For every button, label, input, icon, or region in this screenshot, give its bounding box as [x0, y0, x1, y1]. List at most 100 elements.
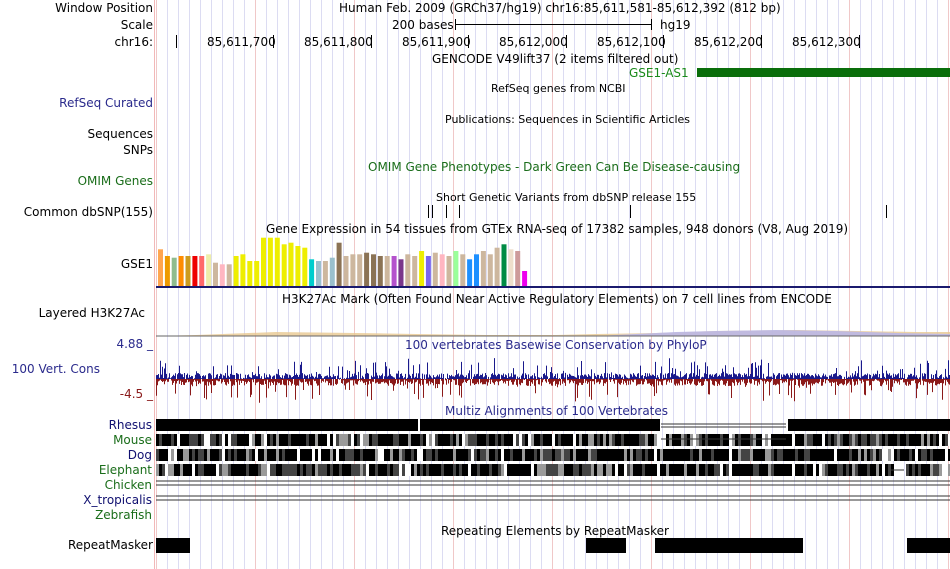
gencode-track-title[interactable]: GENCODE V49lift37 (2 items filtered out)	[432, 52, 679, 66]
gtex-tissue-bar[interactable]	[199, 256, 205, 286]
gtex-tissue-bar[interactable]	[357, 254, 363, 286]
gtex-tissue-bar[interactable]	[233, 256, 239, 286]
gtex-tissue-bar[interactable]	[336, 242, 342, 286]
omim-track-title[interactable]: OMIM Gene Phenotypes - Dark Green Can Be…	[368, 160, 741, 174]
gtex-tissue-bar[interactable]	[343, 256, 349, 286]
publications-label-sequences[interactable]: Sequences	[87, 127, 153, 141]
gtex-tissue-bar[interactable]	[226, 264, 232, 286]
conservation-track-title[interactable]: 100 vertebrates Basewise Conservation by…	[405, 338, 707, 352]
conservation-track-label[interactable]: 100 Vert. Cons	[11, 362, 100, 376]
gtex-tissue-bar[interactable]	[522, 271, 528, 286]
gtex-tissue-bar[interactable]	[446, 256, 452, 286]
species-label-dog[interactable]: Dog	[127, 448, 152, 462]
multiz-track-title[interactable]: Multiz Alignments of 100 Vertebrates	[445, 404, 669, 418]
omim-track-label[interactable]: OMIM Genes	[77, 174, 153, 188]
gtex-tissue-bar[interactable]	[309, 259, 315, 286]
gtex-tissue-bar[interactable]	[494, 247, 500, 286]
h3k27ac-signal[interactable]	[156, 323, 950, 337]
gtex-tissue-bar[interactable]	[391, 256, 397, 286]
refseq-track-title[interactable]: RefSeq genes from NCBI	[491, 82, 626, 95]
gtex-tissue-bar[interactable]	[164, 256, 170, 286]
gtex-tissue-bar[interactable]	[171, 257, 177, 286]
gtex-tissue-bar[interactable]	[316, 261, 321, 286]
publications-track-title[interactable]: Publications: Sequences in Scientific Ar…	[445, 113, 690, 126]
gtex-tissue-bar[interactable]	[274, 237, 280, 286]
gtex-tissue-bar[interactable]	[480, 251, 486, 286]
gtex-tissue-bar[interactable]	[405, 254, 411, 286]
gtex-tissue-bar[interactable]	[261, 237, 266, 286]
gtex-tissue-bar[interactable]	[281, 244, 287, 286]
gtex-tissue-bar[interactable]	[288, 242, 294, 286]
species-label-mouse[interactable]: Mouse	[113, 433, 152, 447]
conservation-wiggle[interactable]	[156, 340, 950, 404]
multiz-alignment-blocks[interactable]	[156, 418, 950, 523]
species-label-elephant[interactable]: Elephant	[98, 463, 152, 477]
species-label-chicken[interactable]: Chicken	[104, 478, 152, 492]
gtex-tissue-bar[interactable]	[213, 262, 218, 286]
repeatmasker-track-title[interactable]: Repeating Elements by RepeatMasker	[441, 524, 669, 538]
dbsnp-track-label[interactable]: Common dbSNP(155)	[23, 205, 153, 219]
gtex-tissue-bar[interactable]	[460, 254, 466, 286]
gtex-tissue-bar[interactable]	[453, 251, 459, 286]
gtex-tissue-bar[interactable]	[219, 264, 225, 286]
gtex-tissue-bar[interactable]	[254, 261, 260, 286]
gtex-tissue-bar[interactable]	[501, 244, 507, 286]
gtex-tissue-bar[interactable]	[371, 254, 376, 286]
gtex-tissue-bar[interactable]	[206, 254, 212, 286]
dbsnp-track-title[interactable]: Short Genetic Variants from dbSNP releas…	[436, 191, 697, 204]
gtex-tissue-bar[interactable]	[474, 254, 479, 286]
gtex-tissue-bar[interactable]	[329, 257, 335, 286]
gtex-tissue-bar[interactable]	[515, 251, 521, 286]
snp-mark[interactable]	[432, 205, 433, 218]
snp-mark[interactable]	[446, 205, 447, 218]
gtex-tissue-bar[interactable]	[350, 254, 356, 286]
gtex-tissue-bar[interactable]	[192, 256, 198, 286]
gtex-tissue-bar[interactable]	[240, 254, 246, 286]
elephant-alignment-block	[453, 464, 456, 476]
gtex-tissue-bar[interactable]	[302, 247, 308, 286]
gtex-tissue-bar[interactable]	[432, 252, 438, 286]
gtex-track-title[interactable]: Gene Expression in 54 tissues from GTEx …	[266, 222, 849, 236]
gtex-tissue-bar[interactable]	[439, 254, 445, 286]
gtex-track-label[interactable]: GSE1	[120, 257, 153, 271]
gtex-tissue-bar[interactable]	[364, 252, 370, 286]
species-label-zebrafish[interactable]: Zebrafish	[95, 508, 152, 522]
gtex-tissue-bar[interactable]	[178, 256, 184, 286]
gtex-tissue-bar[interactable]	[322, 261, 328, 286]
h3k27ac-track-title[interactable]: H3K27Ac Mark (Often Found Near Active Re…	[282, 292, 832, 306]
gtex-tissue-bar[interactable]	[267, 237, 273, 286]
gtex-tissue-bar[interactable]	[487, 254, 493, 286]
gtex-tissue-bar[interactable]	[185, 256, 191, 286]
species-label-x-tropicalis[interactable]: X_tropicalis	[83, 493, 152, 507]
gencode-gene-feature[interactable]	[697, 68, 950, 77]
gtex-tissue-bar[interactable]	[419, 251, 425, 286]
elephant-alignment-block	[447, 464, 450, 476]
h3k27ac-track-label[interactable]: Layered H3K27Ac	[38, 306, 145, 320]
gtex-tissue-bar[interactable]	[508, 249, 514, 286]
gtex-tissue-bar[interactable]	[425, 256, 431, 286]
gtex-tissue-bar[interactable]	[158, 249, 163, 286]
gtex-tissue-bar[interactable]	[295, 246, 301, 286]
gtex-tissue-bar[interactable]	[247, 261, 253, 286]
snp-mark[interactable]	[428, 205, 429, 218]
refseq-track-label[interactable]: RefSeq Curated	[59, 96, 153, 110]
snp-mark[interactable]	[886, 205, 887, 218]
publications-label-snps[interactable]: SNPs	[123, 143, 153, 157]
repeat-element[interactable]	[586, 538, 626, 553]
species-label-rhesus[interactable]: Rhesus	[108, 418, 152, 432]
gtex-tissue-bar[interactable]	[377, 256, 383, 286]
gtex-expression-chart[interactable]	[156, 236, 950, 290]
gtex-tissue-bar[interactable]	[412, 256, 418, 286]
gtex-tissue-bar[interactable]	[398, 259, 404, 286]
repeat-element[interactable]	[907, 538, 950, 553]
gencode-gene-label[interactable]: GSE1-AS1	[629, 66, 689, 80]
repeat-element[interactable]	[655, 538, 803, 553]
repeat-element[interactable]	[156, 538, 190, 553]
snp-mark[interactable]	[630, 205, 631, 218]
mouse-alignment-block	[570, 434, 573, 446]
window-position-value[interactable]: Human Feb. 2009 (GRCh37/hg19) chr16:85,6…	[339, 1, 781, 15]
gtex-tissue-bar[interactable]	[467, 259, 473, 286]
gtex-tissue-bar[interactable]	[384, 256, 390, 286]
repeatmasker-track-label[interactable]: RepeatMasker	[67, 538, 153, 552]
snp-mark[interactable]	[459, 205, 460, 218]
